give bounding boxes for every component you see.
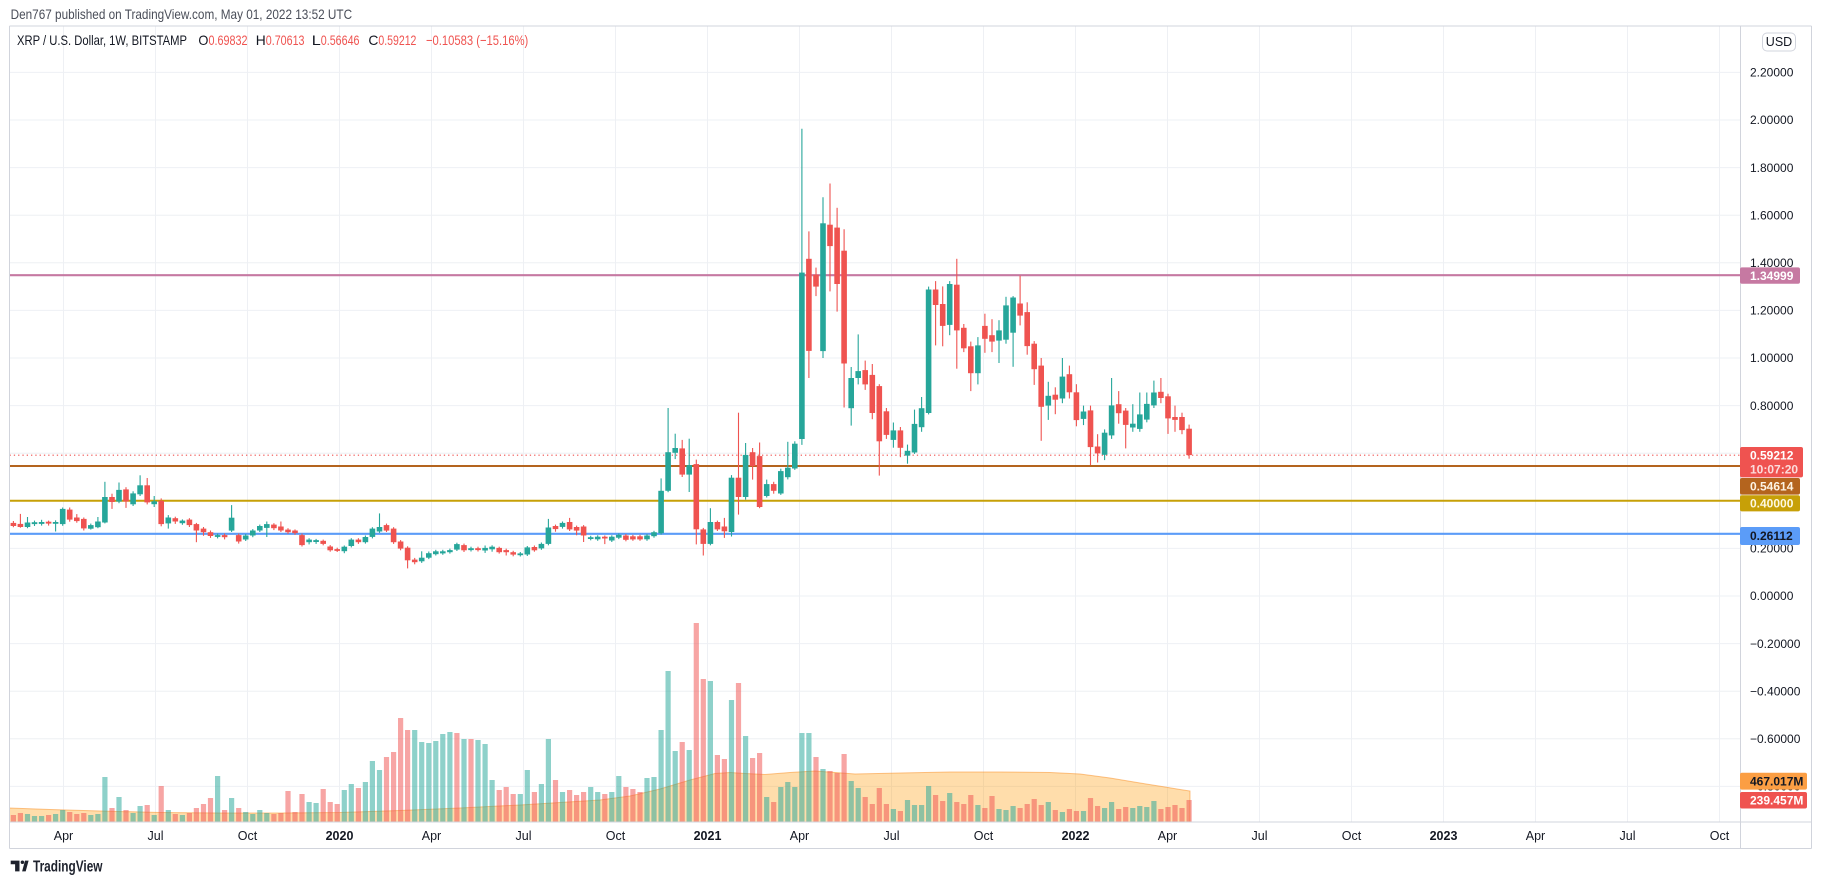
svg-text:H: H bbox=[256, 32, 266, 48]
svg-text:1.00000: 1.00000 bbox=[1750, 351, 1794, 365]
svg-text:0.69832: 0.69832 bbox=[209, 32, 248, 48]
svg-text:2.20000: 2.20000 bbox=[1750, 66, 1794, 80]
svg-text:2022: 2022 bbox=[1062, 829, 1090, 843]
svg-text:Jul: Jul bbox=[884, 829, 900, 843]
svg-text:Oct: Oct bbox=[1710, 829, 1730, 843]
svg-text:Apr: Apr bbox=[54, 829, 73, 843]
svg-text:0.26112: 0.26112 bbox=[1750, 529, 1793, 543]
svg-text:Jul: Jul bbox=[1620, 829, 1636, 843]
svg-text:Jul: Jul bbox=[1252, 829, 1268, 843]
svg-text:1.34999: 1.34999 bbox=[1750, 269, 1794, 283]
svg-text:1.20000: 1.20000 bbox=[1750, 304, 1794, 318]
svg-text:2.00000: 2.00000 bbox=[1750, 113, 1794, 127]
svg-text:USD: USD bbox=[1766, 35, 1792, 49]
svg-text:0.70613: 0.70613 bbox=[266, 32, 305, 48]
svg-text:1.40000: 1.40000 bbox=[1750, 256, 1794, 270]
svg-text:−0.20000: −0.20000 bbox=[1750, 637, 1801, 651]
svg-text:2021: 2021 bbox=[694, 829, 722, 843]
svg-text:2023: 2023 bbox=[1430, 829, 1458, 843]
svg-text:Den767 published on TradingVie: Den767 published on TradingView.com, May… bbox=[11, 6, 353, 22]
svg-text:−0.10583 (−15.16%): −0.10583 (−15.16%) bbox=[426, 32, 528, 48]
svg-text:Oct: Oct bbox=[974, 829, 994, 843]
svg-text:TradingView: TradingView bbox=[33, 859, 103, 876]
svg-text:0.54614: 0.54614 bbox=[1750, 480, 1794, 494]
svg-text:Oct: Oct bbox=[238, 829, 258, 843]
svg-text:239.457M: 239.457M bbox=[1750, 794, 1803, 808]
svg-text:Jul: Jul bbox=[148, 829, 164, 843]
svg-text:Apr: Apr bbox=[422, 829, 441, 843]
svg-text:Jul: Jul bbox=[516, 829, 532, 843]
svg-text:1.60000: 1.60000 bbox=[1750, 208, 1794, 222]
svg-text:1.80000: 1.80000 bbox=[1750, 161, 1794, 175]
svg-text:0.59212: 0.59212 bbox=[1750, 449, 1794, 463]
svg-text:Oct: Oct bbox=[606, 829, 626, 843]
svg-text:C: C bbox=[368, 32, 378, 48]
svg-text:2020: 2020 bbox=[326, 829, 354, 843]
svg-text:Apr: Apr bbox=[1158, 829, 1177, 843]
svg-text:O: O bbox=[198, 32, 208, 48]
svg-text:0.40000: 0.40000 bbox=[1750, 497, 1794, 511]
svg-text:0.20000: 0.20000 bbox=[1750, 542, 1794, 556]
svg-text:0.56646: 0.56646 bbox=[321, 32, 360, 48]
svg-text:467.017M: 467.017M bbox=[1750, 774, 1803, 788]
svg-text:0.00000: 0.00000 bbox=[1750, 589, 1794, 603]
svg-text:Apr: Apr bbox=[1526, 829, 1545, 843]
svg-text:Apr: Apr bbox=[790, 829, 809, 843]
svg-text:0.80000: 0.80000 bbox=[1750, 399, 1794, 413]
svg-text:10:07:20: 10:07:20 bbox=[1750, 463, 1798, 477]
svg-text:−0.60000: −0.60000 bbox=[1750, 732, 1801, 746]
svg-text:0.59212: 0.59212 bbox=[378, 32, 416, 48]
svg-text:L: L bbox=[312, 32, 321, 48]
svg-text:XRP / U.S. Dollar, 1W, BITSTAM: XRP / U.S. Dollar, 1W, BITSTAMP bbox=[17, 32, 187, 48]
svg-text:−0.40000: −0.40000 bbox=[1750, 684, 1801, 698]
svg-text:Oct: Oct bbox=[1342, 829, 1362, 843]
